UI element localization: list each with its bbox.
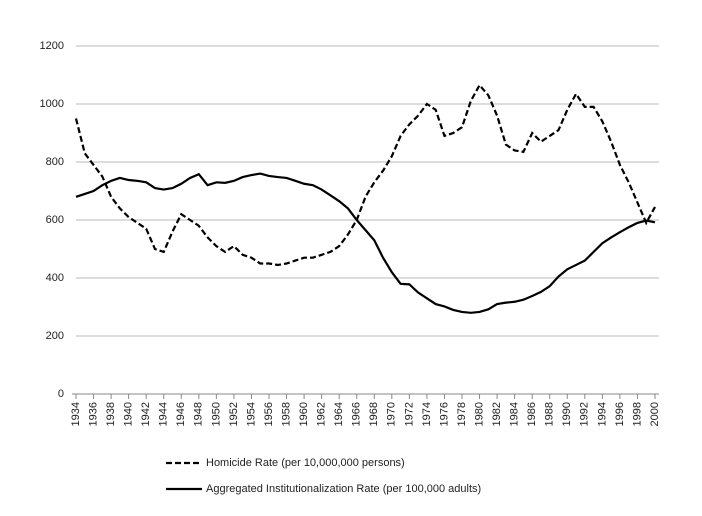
x-tick-label: 1996 bbox=[614, 402, 626, 426]
x-tick-label: 1966 bbox=[351, 402, 363, 426]
x-tick-label: 1980 bbox=[473, 402, 485, 426]
x-tick-label: 1986 bbox=[526, 402, 538, 426]
x-tick-label: 1992 bbox=[579, 402, 591, 426]
x-tick-label: 1944 bbox=[158, 402, 170, 426]
x-tick-label: 1968 bbox=[368, 402, 380, 426]
x-tick-label: 1958 bbox=[280, 402, 292, 426]
x-tick-label: 1934 bbox=[70, 402, 82, 426]
x-tick-label: 1962 bbox=[316, 402, 328, 426]
x-tick-label: 1956 bbox=[263, 402, 275, 426]
y-tick-label: 200 bbox=[46, 330, 64, 342]
x-tick-label: 1940 bbox=[123, 402, 135, 426]
x-tick-label: 1974 bbox=[421, 402, 433, 426]
x-tick-label: 1964 bbox=[333, 402, 345, 426]
y-tick-label: 1200 bbox=[40, 40, 64, 52]
y-tick-label: 600 bbox=[46, 214, 64, 226]
series-line bbox=[75, 172, 656, 314]
x-tick-label: 1970 bbox=[386, 402, 398, 426]
y-tick-label: 0 bbox=[58, 388, 64, 400]
y-tick-label: 400 bbox=[46, 272, 64, 284]
x-tick-label: 1978 bbox=[456, 402, 468, 426]
x-tick-label: 1994 bbox=[596, 402, 608, 426]
x-tick-label: 1998 bbox=[631, 402, 643, 426]
x-tick-label: 1942 bbox=[140, 402, 152, 426]
legend-label: Homicide Rate (per 10,000,000 persons) bbox=[206, 457, 405, 469]
x-tick-label: 1984 bbox=[509, 402, 521, 426]
x-tick-label: 1950 bbox=[210, 402, 222, 426]
x-tick-label: 1948 bbox=[193, 402, 205, 426]
y-tick-label: 800 bbox=[46, 156, 64, 168]
y-tick-label: 1000 bbox=[40, 98, 64, 110]
x-tick-label: 1938 bbox=[105, 402, 117, 426]
x-tick-label: 1952 bbox=[228, 402, 240, 426]
x-tick-label: 1988 bbox=[544, 402, 556, 426]
series-line bbox=[74, 83, 656, 267]
x-tick-label: 1946 bbox=[175, 402, 187, 426]
x-tick-label: 1976 bbox=[438, 402, 450, 426]
x-tick-label: 2000 bbox=[649, 402, 661, 426]
legend-label: Aggregated Institutionalization Rate (pe… bbox=[206, 483, 481, 495]
x-tick-label: 1936 bbox=[87, 402, 99, 426]
x-tick-label: 1960 bbox=[298, 402, 310, 426]
x-tick-label: 1982 bbox=[491, 402, 503, 426]
x-tick-label: 1990 bbox=[561, 402, 573, 426]
x-tick-label: 1972 bbox=[403, 402, 415, 426]
x-tick-label: 1954 bbox=[245, 402, 257, 426]
